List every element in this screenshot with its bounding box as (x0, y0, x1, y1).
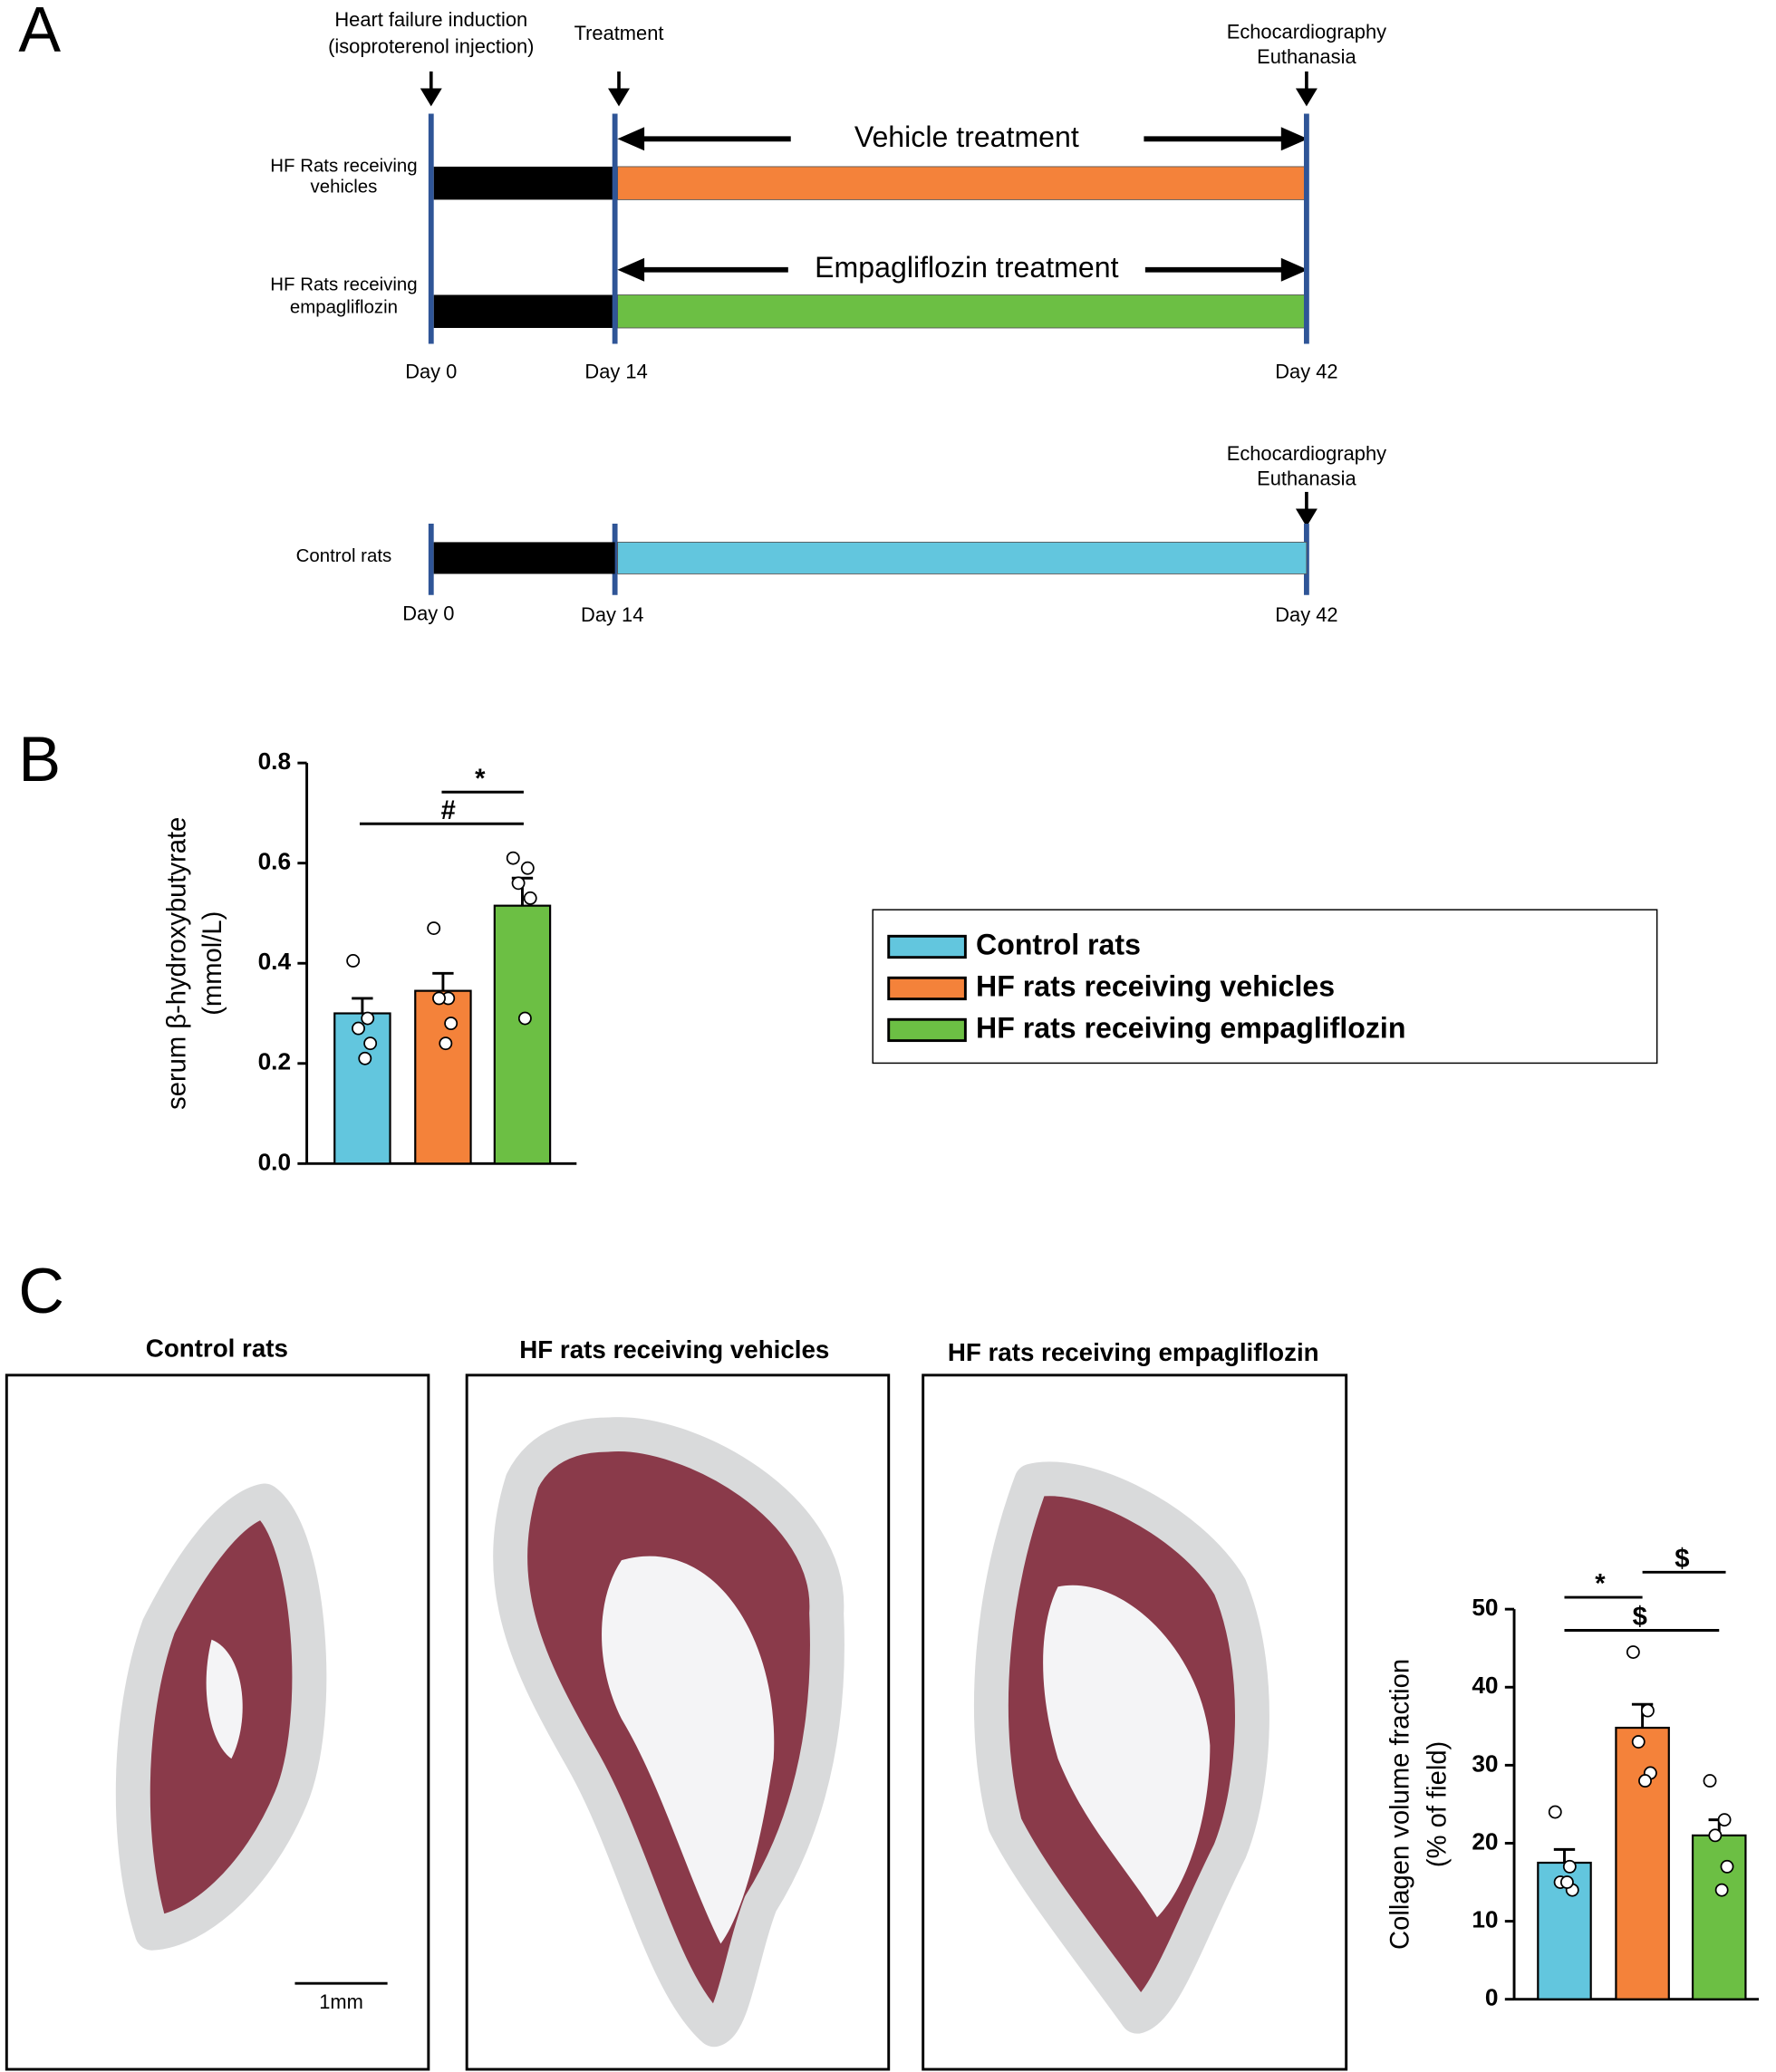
data-point (361, 1011, 375, 1026)
y-tick-label: 0.2 (258, 1048, 292, 1075)
legend-swatch (887, 1017, 967, 1043)
data-point (1548, 1805, 1562, 1819)
data-point (1626, 1645, 1640, 1659)
y-tick-label: 10 (1472, 1906, 1498, 1933)
treatment-label: Empagliflozin treatment (815, 251, 1118, 284)
sig-label: * (1595, 1570, 1606, 1599)
y-axis-label: (% of field) (1424, 1741, 1453, 1867)
data-point (506, 851, 520, 865)
event-label: Euthanasia (1257, 45, 1356, 68)
y-tick-label: 50 (1472, 1594, 1498, 1621)
group-label: Control rats (296, 546, 392, 566)
event-label: Echocardiography (1227, 20, 1386, 43)
bar (1691, 1834, 1747, 2000)
y-tick-label: 0.8 (258, 747, 292, 775)
panel-letter: B (18, 724, 61, 795)
data-point (352, 1021, 365, 1036)
treatment-label: Vehicle treatment (854, 120, 1079, 153)
day-label: Day 14 (581, 603, 643, 626)
bar (333, 1012, 391, 1165)
data-point (1562, 1859, 1577, 1874)
day-label: Day 42 (1275, 360, 1337, 382)
day-label: Day 0 (405, 360, 457, 382)
y-tick-label: 0 (1485, 1984, 1499, 2011)
group-label: vehicles (311, 178, 378, 198)
data-point (1559, 1875, 1574, 1889)
bar (1615, 1726, 1670, 2000)
data-point (517, 1011, 532, 1026)
panel-letter: C (18, 1256, 64, 1326)
y-tick-label: 0.0 (258, 1148, 292, 1175)
sig-label: * (475, 765, 486, 794)
panel-a: A Heart failure induction (isoproterenol… (18, 0, 1386, 626)
scale-label: 1mm (319, 1990, 363, 2013)
data-point (427, 921, 441, 935)
bar (493, 904, 552, 1165)
data-point (1640, 1703, 1655, 1718)
y-tick-label: 0.4 (258, 948, 292, 975)
panel-c-images: Control rats HF rats receiving vehicles … (5, 1334, 1348, 2071)
legend-swatch (887, 976, 967, 1001)
legend-label: HF rats receiving vehicles (976, 969, 1335, 1002)
day-label: Day 14 (584, 360, 647, 382)
event-label: Echocardiography (1227, 442, 1386, 465)
event-label: (isoproterenol injection) (328, 34, 534, 57)
bar (414, 989, 472, 1165)
day-label: Day 0 (402, 602, 454, 624)
group-label: empagliflozin (290, 297, 398, 317)
induction-bar (433, 294, 615, 328)
data-point (439, 1036, 453, 1051)
data-point (432, 991, 446, 1006)
data-point (520, 861, 535, 875)
data-point (1714, 1883, 1729, 1897)
error-bar (1553, 1847, 1576, 1864)
legend-box (872, 909, 1658, 1065)
data-point (511, 876, 526, 891)
y-tick-label: 30 (1472, 1749, 1498, 1777)
error-bar (352, 997, 373, 1014)
data-point (1703, 1774, 1717, 1788)
y-axis-label: serum β-hydroxybutyrate (163, 817, 192, 1110)
treatment-bar (617, 294, 1308, 329)
event-label: Treatment (574, 22, 664, 44)
event-label: Euthanasia (1257, 467, 1356, 490)
control-bar (617, 541, 1308, 574)
induction-bar (433, 166, 615, 200)
induction-bar (433, 542, 615, 574)
data-point (1631, 1735, 1646, 1749)
data-point (363, 1036, 378, 1051)
panel-letter: A (18, 0, 61, 64)
legend-label: Control rats (976, 928, 1141, 960)
sig-label: # (441, 796, 456, 825)
sig-label: $ (1633, 1603, 1647, 1632)
data-point (444, 1017, 458, 1031)
image-title: Control rats (146, 1334, 288, 1362)
data-point (1638, 1774, 1652, 1788)
y-tick-label: 20 (1472, 1827, 1498, 1855)
treatment-bar (617, 166, 1308, 200)
sig-label: $ (1675, 1545, 1689, 1574)
data-point (1708, 1828, 1723, 1843)
y-tick-label: 40 (1472, 1672, 1498, 1699)
legend-label: HF rats receiving empagliflozin (976, 1011, 1405, 1044)
y-tick-label: 0.6 (258, 848, 292, 875)
day-label: Day 42 (1275, 603, 1337, 626)
data-point (1717, 1813, 1732, 1827)
arrows (420, 71, 1318, 527)
y-axis-label: Collagen volume fraction (1386, 1659, 1415, 1950)
error-bar (432, 971, 454, 991)
group-label: HF Rats receiving (270, 275, 417, 295)
event-label: Heart failure induction (334, 8, 527, 31)
legend-swatch (887, 934, 967, 959)
group-label: HF Rats receiving (270, 156, 417, 176)
data-point (1720, 1859, 1734, 1874)
data-point (346, 954, 361, 968)
image-title: HF rats receiving empagliflozin (948, 1338, 1319, 1366)
data-point (358, 1051, 372, 1065)
data-point (523, 891, 537, 905)
y-axis-label: (mmol/L) (198, 911, 227, 1016)
image-title: HF rats receiving vehicles (519, 1335, 829, 1364)
